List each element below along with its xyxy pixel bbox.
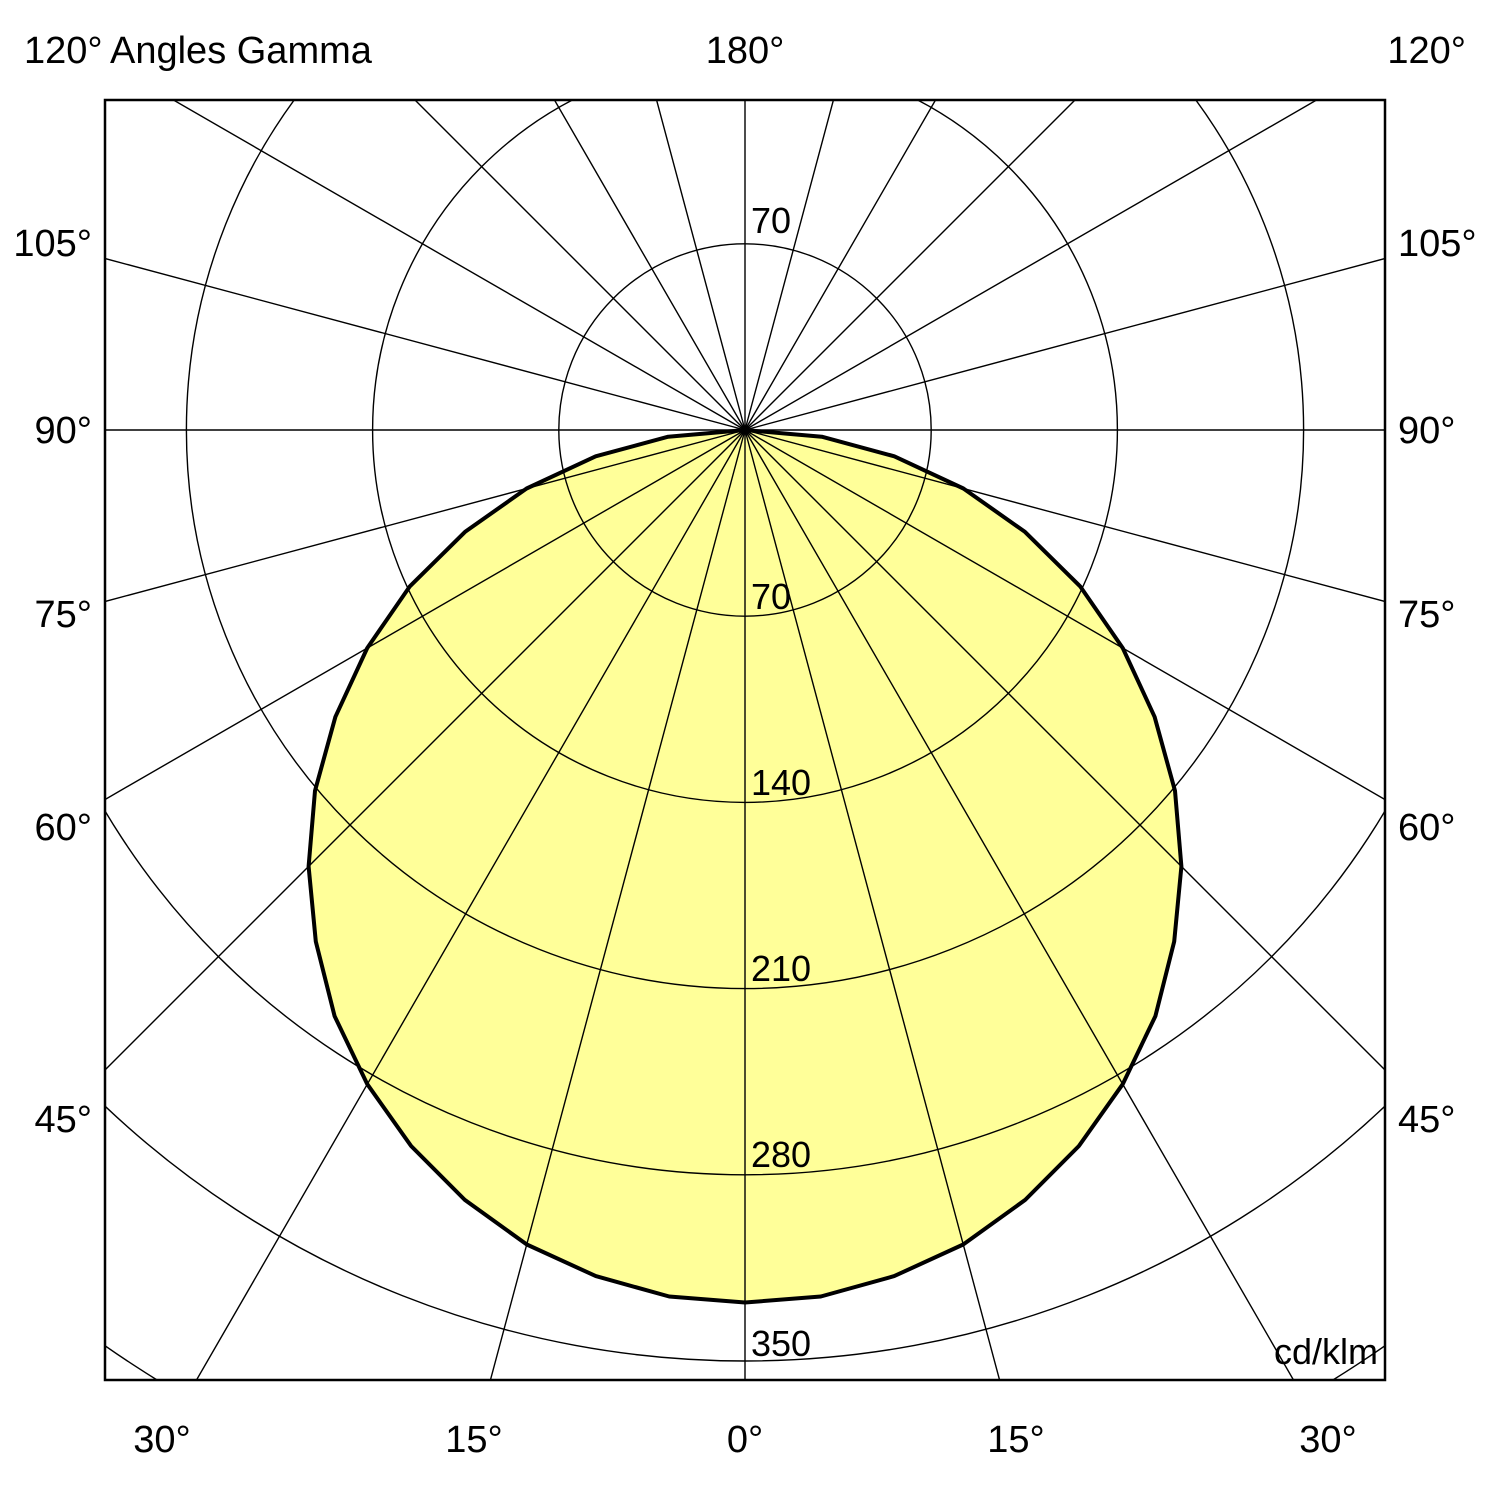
angle-label-30-bottom-left: 30°: [133, 1419, 190, 1461]
ring-label-280: 280: [751, 1134, 811, 1175]
angle-label-180: 180°: [706, 30, 785, 72]
angle-label-90-right: 90°: [1398, 410, 1455, 452]
curve-outline-layer: [306, 428, 1184, 1305]
intensity-curve-outline: [306, 428, 1184, 1305]
angle-label-0-bottom: 0°: [727, 1419, 763, 1461]
plot-frame: [103, 98, 1387, 1382]
ring-label-140: 140: [751, 762, 811, 803]
angle-label-60-right: 60°: [1398, 807, 1455, 849]
angle-label-30-bottom-right: 30°: [1299, 1419, 1356, 1461]
ring-label-350: 350: [751, 1323, 811, 1364]
angle-label-75-right: 75°: [1398, 594, 1455, 636]
angle-label-60-left: 60°: [35, 807, 92, 849]
angle-label-120-left: 120°: [24, 30, 103, 72]
units-label: cd/klm: [1274, 1331, 1378, 1372]
angle-label-15-bottom-right: 15°: [987, 1419, 1044, 1461]
ring-label-70-upper: 70: [751, 200, 791, 241]
angle-label-45-right: 45°: [1398, 1099, 1455, 1141]
angle-label-120-right: 120°: [1387, 30, 1466, 72]
angle-label-105-left: 105°: [13, 223, 92, 265]
angle-label-90-left: 90°: [35, 410, 92, 452]
angle-label-15-bottom-left: 15°: [445, 1419, 502, 1461]
angle-label-75-left: 75°: [35, 594, 92, 636]
angle-label-105-right: 105°: [1398, 223, 1477, 265]
ring-label-210: 210: [751, 948, 811, 989]
angle-label-45-left: 45°: [35, 1099, 92, 1141]
chart-title: Angles Gamma: [110, 30, 373, 72]
ring-label-70: 70: [751, 576, 791, 617]
